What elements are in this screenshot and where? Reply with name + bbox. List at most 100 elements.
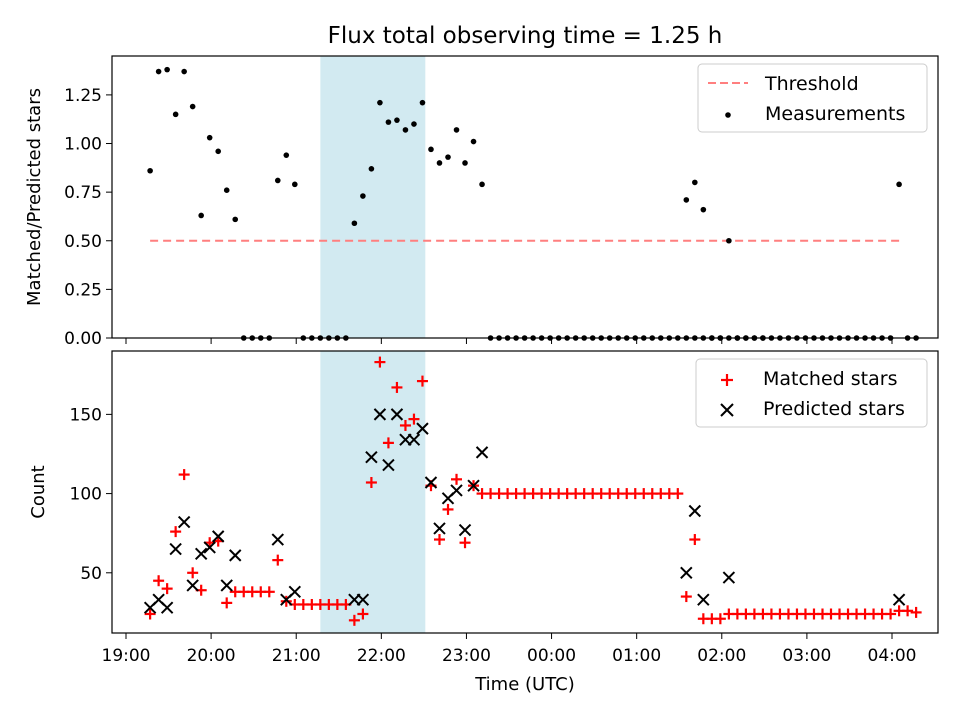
ratio-y-ticks: 0.00 0.25 0.50 0.75 1.00 1.25 (64, 86, 112, 349)
predicted-star-point (697, 593, 710, 606)
predicted-star-point (203, 541, 216, 554)
y-tick-label: 100 (70, 485, 102, 505)
ratio-legend-box (697, 63, 928, 133)
measurement-point (215, 148, 222, 155)
predicted-star-point (382, 458, 395, 472)
x-tick-label: 02:00 (697, 646, 746, 666)
predicted-star-point (688, 504, 702, 518)
measurement-point (147, 167, 153, 174)
matched-star-point (451, 473, 463, 485)
ratio-panel: 0.00 0.25 0.50 0.75 1.00 1.25 Matched/Predict… (24, 55, 939, 349)
matched-star-point (680, 591, 692, 603)
marker-stroke (475, 446, 489, 459)
matched-star-point (433, 534, 445, 546)
matched-star-point (391, 381, 403, 393)
measurement-point (377, 99, 383, 106)
predicted-star-point (211, 530, 225, 543)
matched-star-point (280, 595, 292, 607)
matched-star-point (910, 606, 922, 618)
matched-star-point (161, 583, 173, 595)
measurement-point (283, 152, 290, 158)
highlight-span (320, 351, 426, 633)
measurement-point (470, 138, 477, 145)
x-tick-label: 21:00 (272, 646, 321, 666)
matched-star-point (187, 567, 199, 579)
predicted-star-point (365, 450, 378, 464)
matched-star-point (399, 419, 411, 431)
marker-stroke (450, 484, 463, 497)
measurement-point (896, 181, 902, 188)
measurement-point (155, 68, 162, 75)
predicted-star-point (458, 523, 472, 537)
count-legend-box (695, 358, 928, 428)
matched-star-point (144, 608, 156, 620)
measurements-legend-swatch (725, 112, 731, 118)
count-axes-frame (111, 350, 939, 634)
matched-star-point (221, 597, 233, 609)
matched-star-point (885, 608, 897, 620)
y-tick-label: 0.25 (64, 280, 102, 300)
marker-stroke (229, 549, 242, 562)
marker-stroke (365, 450, 378, 464)
predicted-legend-swatch (720, 403, 734, 417)
measurement-point (453, 127, 460, 133)
marker-stroke (203, 541, 216, 554)
x-tick-label: 19:00 (102, 646, 151, 666)
measurement-point (181, 68, 187, 75)
ratio-y-axis-label: Matched/Predicted stars (24, 88, 45, 306)
matched-star-point (263, 586, 275, 598)
marker-stroke (152, 593, 165, 606)
measurement-point (402, 127, 409, 133)
count-plot-area (143, 356, 922, 626)
x-tick-label: 00:00 (527, 646, 576, 666)
matched-star-point (416, 375, 428, 387)
predicted-star-point (467, 479, 480, 492)
measurement-point (232, 216, 239, 223)
marker-stroke (211, 530, 225, 543)
predicted-star-point (271, 533, 284, 546)
predicted-star-point (680, 566, 693, 580)
threshold-legend-label: Threshold (764, 73, 859, 95)
measurement-point (700, 206, 707, 213)
marker-stroke (892, 593, 906, 606)
measurement-point (274, 177, 281, 184)
measurement-point (385, 119, 392, 125)
ratio-axes-frame (111, 55, 939, 339)
measurement-point (172, 111, 179, 118)
measurement-point (411, 121, 417, 127)
marker-stroke (390, 408, 404, 421)
x-tick-label: 23:00 (442, 646, 491, 666)
count-y-axis-label: Count (28, 465, 49, 518)
x-tick-label: 04:00 (868, 646, 917, 666)
marker-stroke (467, 479, 480, 492)
predicted-star-point (194, 547, 208, 560)
measurement-point (462, 160, 468, 166)
marker-stroke (416, 422, 429, 435)
predicted-star-point (177, 515, 191, 529)
count-panel: 50 100 150 19:00 20:00 21:00 22:00 23:00 00:00 0… (28, 350, 939, 666)
y-tick-label: 50 (80, 564, 102, 584)
marker-stroke (169, 542, 182, 556)
matched-star-point (374, 356, 386, 368)
matched-star-point (689, 534, 701, 546)
marker-stroke (407, 433, 421, 446)
matched-legend-label: Matched stars (763, 368, 897, 390)
predicted-star-point (390, 408, 404, 421)
predicted-star-point (169, 542, 182, 556)
measurement-point (223, 187, 230, 193)
measurement-point (683, 197, 690, 203)
measurement-point (164, 66, 170, 73)
marker-stroke (373, 408, 387, 421)
measurement-point (368, 166, 375, 172)
matched-star-point (382, 437, 394, 449)
count-legend: Matched stars Predicted stars (695, 358, 928, 428)
matched-star-point (459, 537, 471, 549)
count-y-ticks: 50 100 150 (70, 405, 112, 584)
marker-stroke (688, 504, 702, 518)
y-tick-label: 1.25 (64, 86, 102, 106)
count-x-ticks: 19:00 20:00 21:00 22:00 23:00 00:00 01:00 02:00… (102, 633, 917, 666)
measurement-point (436, 160, 443, 166)
marker-stroke (680, 566, 693, 580)
matched-star-point (178, 469, 190, 481)
measurement-point (445, 154, 451, 160)
